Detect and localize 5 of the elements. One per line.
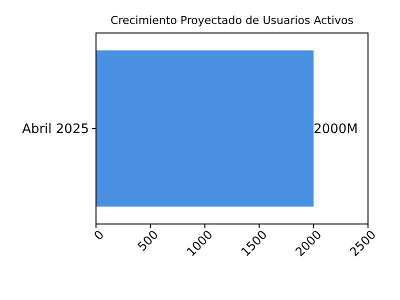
data-label: 2000M (314, 122, 358, 138)
x-tick-label: 0 (91, 228, 107, 243)
x-tick-label: 500 (134, 228, 162, 254)
y-tick-label: Abril 2025 (22, 122, 89, 138)
chart-title: Crecimiento Proyectado de Usuarios Activos (110, 14, 354, 27)
